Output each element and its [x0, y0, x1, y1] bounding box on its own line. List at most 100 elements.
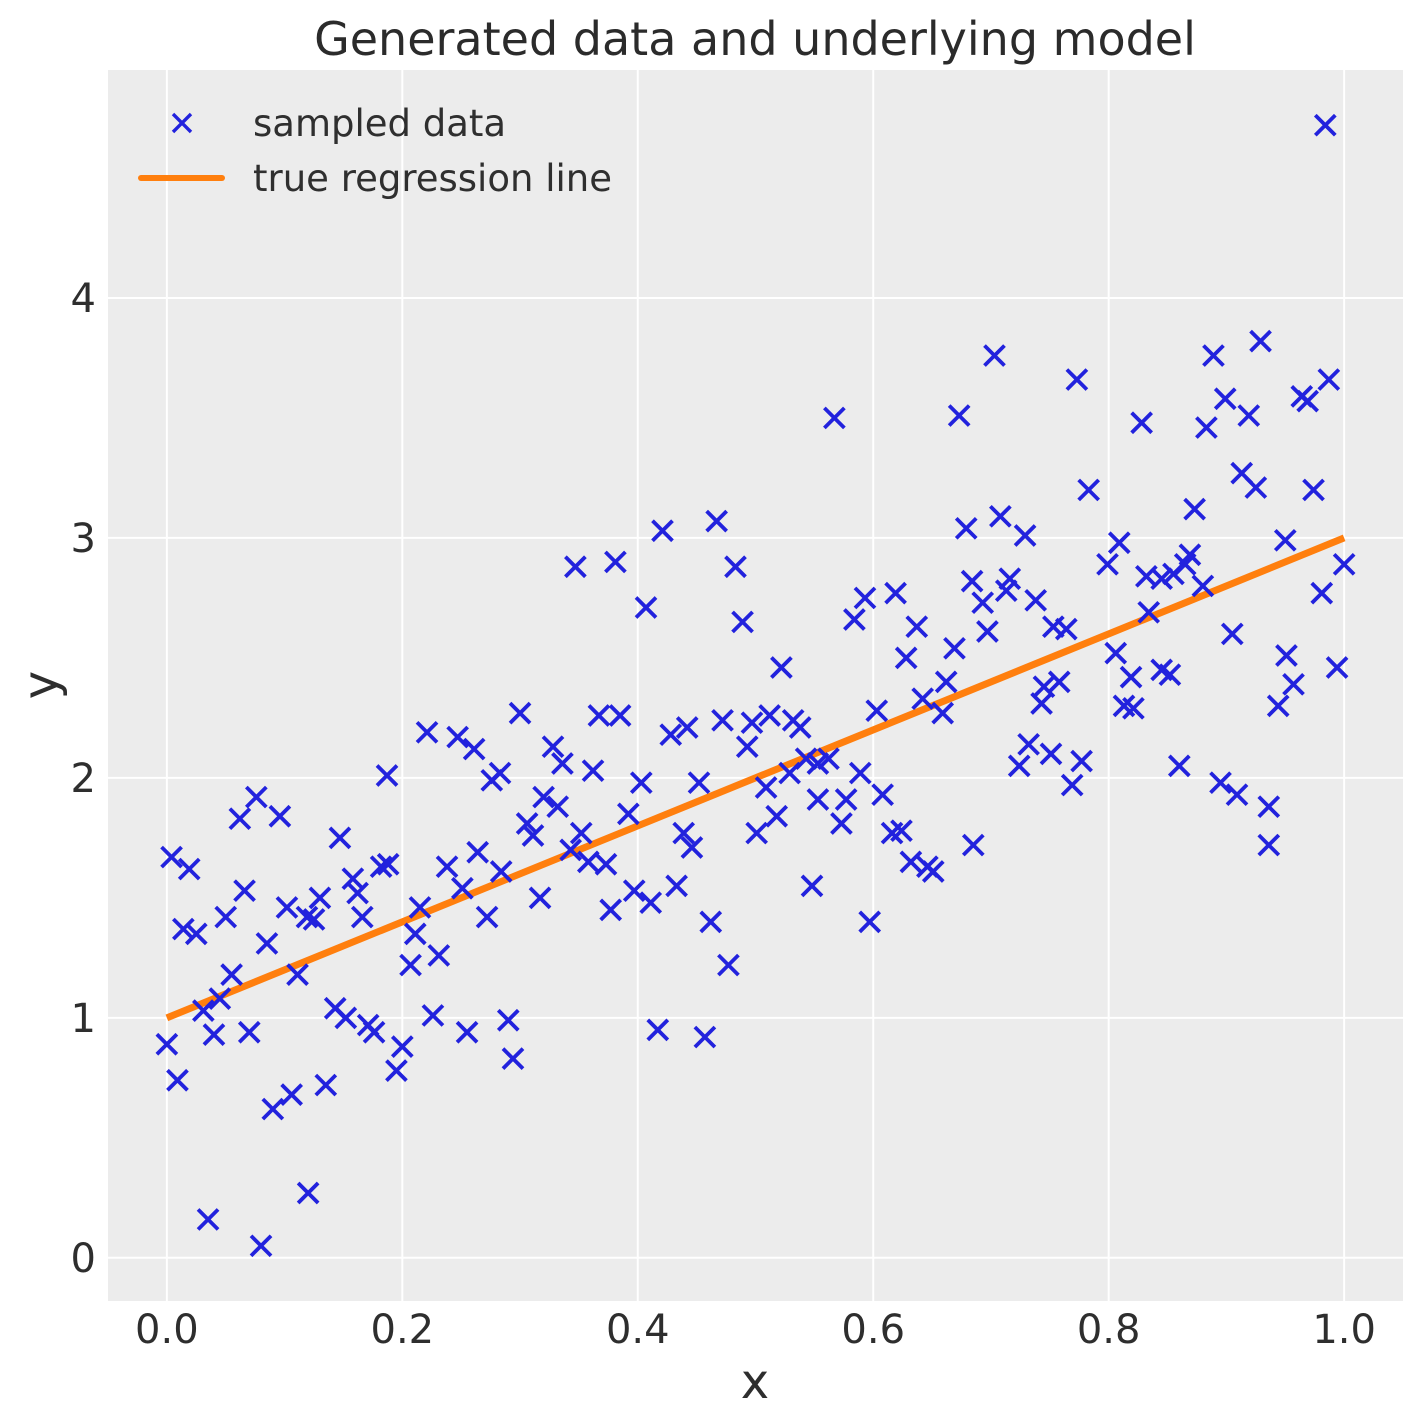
x-tick-label: 0.2: [371, 1307, 435, 1353]
regression-line: [165, 534, 1346, 1022]
data-point-marker: [1209, 771, 1232, 795]
data-point-marker: [208, 987, 232, 1010]
data-point-marker: [754, 776, 778, 799]
data-point-marker: [1024, 588, 1048, 612]
data-point-marker: [1220, 622, 1244, 646]
data-point-marker: [202, 1023, 226, 1046]
data-point-marker: [865, 699, 889, 723]
data-point-marker: [971, 591, 995, 615]
data-point-marker: [489, 860, 513, 883]
data-point-marker: [770, 656, 793, 679]
data-point-marker: [341, 867, 365, 891]
data-point-marker: [711, 708, 734, 732]
x-tick-label: 0.0: [135, 1307, 199, 1353]
data-point-marker: [639, 891, 663, 915]
data-point-marker: [794, 747, 818, 771]
data-point-marker: [1317, 368, 1341, 391]
data-point-marker: [1244, 476, 1268, 499]
data-point-marker: [1065, 368, 1089, 391]
data-point-marker: [1137, 600, 1161, 624]
data-point-marker: [390, 1035, 414, 1058]
data-point-marker: [350, 905, 374, 929]
data-point-marker: [890, 819, 913, 843]
data-point-marker: [758, 704, 781, 727]
data-point-marker: [532, 785, 555, 809]
data-point-marker: [155, 1032, 179, 1056]
data-point-marker: [1167, 754, 1191, 778]
data-point-marker: [286, 963, 309, 986]
data-point-marker: [160, 845, 183, 869]
data-point-marker: [1257, 795, 1281, 819]
data-point-marker: [823, 406, 846, 430]
data-point-marker: [1130, 411, 1153, 435]
data-point-marker: [934, 670, 958, 694]
data-point-marker: [435, 855, 459, 879]
data-point-marker: [608, 704, 632, 727]
data-point-marker: [488, 761, 512, 785]
data-point-marker: [858, 910, 882, 934]
data-point-marker: [899, 850, 923, 874]
data-point-marker: [1096, 552, 1119, 576]
data-point-marker: [634, 596, 658, 619]
data-point-marker: [455, 1020, 479, 1044]
data-point-marker: [931, 701, 955, 725]
data-point-marker: [735, 735, 759, 759]
y-axis-label: y: [13, 671, 69, 699]
data-point-marker: [521, 824, 545, 847]
data-point-marker: [1060, 773, 1084, 797]
data-point-marker: [1313, 113, 1337, 137]
data-point-marker: [954, 516, 978, 540]
data-point-marker: [724, 555, 747, 579]
data-point-marker: [1213, 387, 1237, 411]
data-point-marker: [871, 783, 894, 807]
data-point-marker: [617, 802, 640, 826]
data-point-marker: [1310, 581, 1334, 605]
data-point-marker: [675, 716, 699, 739]
data-point-marker: [921, 860, 945, 883]
data-point-marker: [629, 771, 653, 795]
y-tick-label: 2: [71, 756, 96, 802]
y-tick-label: 1: [71, 996, 96, 1042]
data-point-marker: [559, 838, 583, 862]
regression-line-group: [165, 534, 1346, 1022]
data-point-marker: [546, 795, 570, 819]
data-point-marker: [462, 737, 486, 761]
data-point-marker: [705, 509, 728, 533]
data-point-marker: [1275, 644, 1298, 667]
data-point-marker: [989, 504, 1012, 528]
data-point-marker: [622, 879, 646, 903]
data-point-marker: [699, 910, 723, 934]
data-point-marker: [528, 886, 552, 910]
data-point-marker: [1273, 528, 1297, 552]
data-point-marker: [334, 1006, 358, 1030]
data-point-marker: [362, 1020, 386, 1044]
data-point-marker: [651, 519, 674, 543]
data-point-marker: [1202, 344, 1225, 367]
data-point-marker: [551, 752, 574, 775]
data-point-marker: [1257, 833, 1281, 857]
data-point-marker: [261, 1097, 285, 1121]
data-point-marker: [408, 896, 432, 919]
data-point-marker: [196, 1208, 220, 1231]
plot-area: [108, 70, 1403, 1301]
data-point-marker: [427, 944, 451, 967]
data-point-marker: [1104, 641, 1128, 665]
data-point-marker: [1183, 497, 1206, 521]
data-point-marker: [1191, 574, 1215, 598]
data-point-marker: [687, 771, 711, 795]
data-point-marker: [1249, 329, 1272, 353]
data-point-marker: [403, 922, 427, 946]
x-tick-labels: 0.0 0.2 0.4 0.6 0.8 1.0: [135, 1307, 1376, 1353]
data-point-marker: [501, 1047, 525, 1070]
data-point-marker: [385, 1059, 408, 1082]
data-point-marker: [947, 404, 971, 427]
data-point-marker: [220, 963, 243, 986]
data-point-marker: [731, 610, 754, 634]
data-point-marker: [369, 855, 393, 879]
data-point-marker: [328, 826, 352, 850]
data-point-marker: [244, 785, 268, 809]
chart-title: Generated data and underlying model: [314, 12, 1196, 66]
data-point-marker: [1195, 416, 1218, 439]
